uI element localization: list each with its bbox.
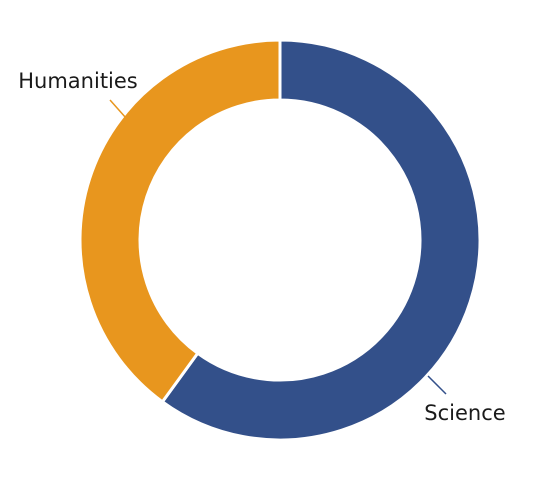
donut-slice: [78, 38, 282, 404]
slice-label: Science: [424, 401, 505, 425]
leader-line: [109, 99, 127, 119]
slice-label: Humanities: [18, 69, 138, 93]
leader-line: [427, 375, 447, 395]
donut-slice: [160, 38, 482, 442]
